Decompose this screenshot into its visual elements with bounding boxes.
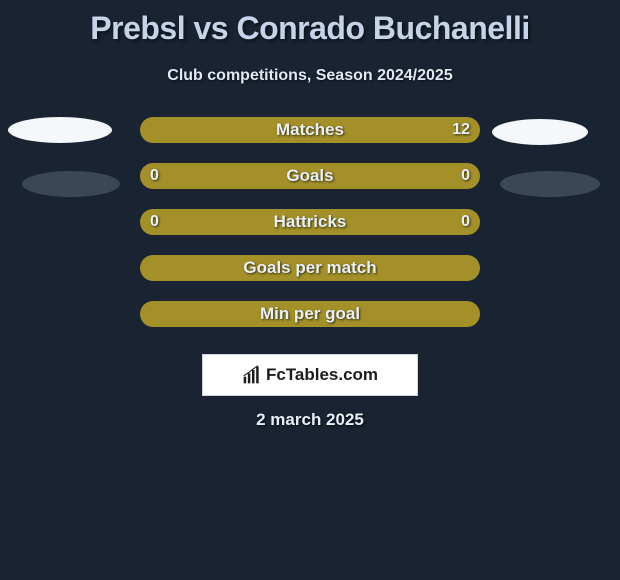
stat-bar: 0 Hattricks 0 (140, 209, 480, 235)
stat-row-goals-per-match: Goals per match (0, 255, 620, 281)
stat-row-goals: 0 Goals 0 (0, 163, 620, 189)
date-label: 2 march 2025 (0, 410, 620, 430)
stat-label: Min per goal (140, 301, 480, 327)
stat-bar: Matches 12 (140, 117, 480, 143)
stat-label: Hattricks (140, 209, 480, 235)
stat-bar: Min per goal (140, 301, 480, 327)
comparison-subtitle: Club competitions, Season 2024/2025 (0, 67, 620, 85)
stat-bar: Goals per match (140, 255, 480, 281)
stat-label: Goals per match (140, 255, 480, 281)
stat-row-matches: Matches 12 (0, 117, 620, 143)
stat-label: Matches (140, 117, 480, 143)
stat-bar: 0 Goals 0 (140, 163, 480, 189)
stat-row-min-per-goal: Min per goal (0, 301, 620, 327)
stat-right-value: 0 (461, 209, 470, 235)
brand-text: FcTables.com (266, 365, 378, 385)
brand-watermark: FcTables.com (202, 354, 418, 396)
stat-right-value: 12 (452, 117, 470, 143)
bar-chart-icon (242, 365, 262, 385)
comparison-title: Prebsl vs Conrado Buchanelli (0, 0, 620, 47)
stat-right-value: 0 (461, 163, 470, 189)
infographic-container: Prebsl vs Conrado Buchanelli Club compet… (0, 0, 620, 580)
brand-inner: FcTables.com (242, 365, 378, 385)
stat-label: Goals (140, 163, 480, 189)
stats-area: Matches 12 0 Goals 0 0 Hattricks 0 Goals… (0, 117, 620, 327)
stat-row-hattricks: 0 Hattricks 0 (0, 209, 620, 235)
